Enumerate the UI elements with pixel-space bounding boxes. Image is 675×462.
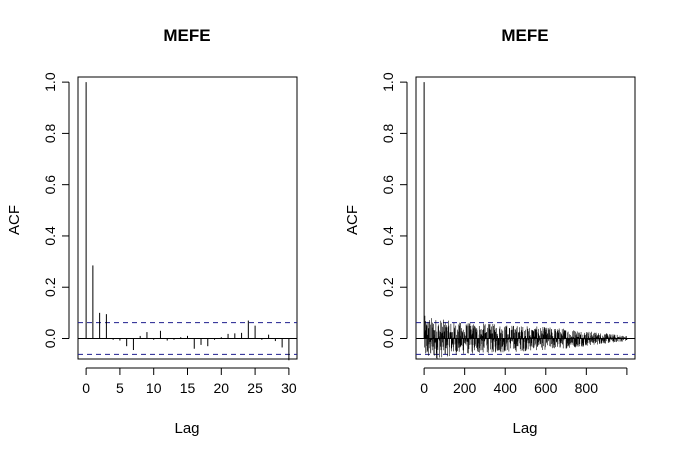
y-tick-label-right: 0.6 (380, 175, 396, 195)
x-tick-label-left: 0 (82, 380, 90, 396)
x-tick-label-right: 200 (453, 380, 477, 396)
x-tick-label-right: 0 (420, 380, 428, 396)
y-tick-label-right: 0.2 (380, 277, 396, 297)
x-axis-label-right: Lag (512, 420, 537, 437)
y-tick-label-right: 0.4 (380, 226, 396, 246)
y-tick-label-right: 0.0 (380, 329, 396, 349)
y-tick-label-left: 0.2 (42, 277, 58, 297)
x-tick-label-right: 800 (575, 380, 599, 396)
x-tick-label-left: 5 (116, 380, 124, 396)
x-tick-label-left: 15 (180, 380, 196, 396)
y-axis-label-left: ACF (6, 205, 23, 235)
y-tick-label-left: 0.6 (42, 175, 58, 195)
x-axis-label-left: Lag (174, 420, 199, 437)
acf-panel-left: MEFE Lag ACF 0 5 10 15 20 25 30 0.0 0.2 0.4 0.6 0.8… (6, 26, 298, 437)
y-tick-label-left: 0.4 (42, 226, 58, 246)
plot-frame-right (415, 76, 636, 360)
y-tick-label-left: 0.8 (42, 123, 58, 143)
chart-title-left: MEFE (163, 26, 210, 45)
y-tick-label-left: 1.0 (42, 72, 58, 92)
x-tick-label-left: 20 (214, 380, 230, 396)
plot-frame-left (77, 76, 298, 360)
x-tick-label-left: 30 (281, 380, 297, 396)
acf-spikes-dense (424, 315, 628, 359)
y-axis-label-right: ACF (344, 205, 361, 235)
y-tick-label-right: 0.8 (380, 123, 396, 143)
acf-panel-right: MEFE Lag ACF 0 200 400 600 800 0.0 0.2 0.4 0.6 0.… (344, 26, 636, 437)
y-tick-label-left: 0.0 (42, 329, 58, 349)
x-tick-label-right: 400 (494, 380, 518, 396)
chart-title-right: MEFE (501, 26, 548, 45)
x-tick-label-right: 600 (534, 380, 558, 396)
y-tick-label-right: 1.0 (380, 72, 396, 92)
x-tick-label-left: 25 (247, 380, 263, 396)
x-tick-label-left: 10 (146, 380, 162, 396)
